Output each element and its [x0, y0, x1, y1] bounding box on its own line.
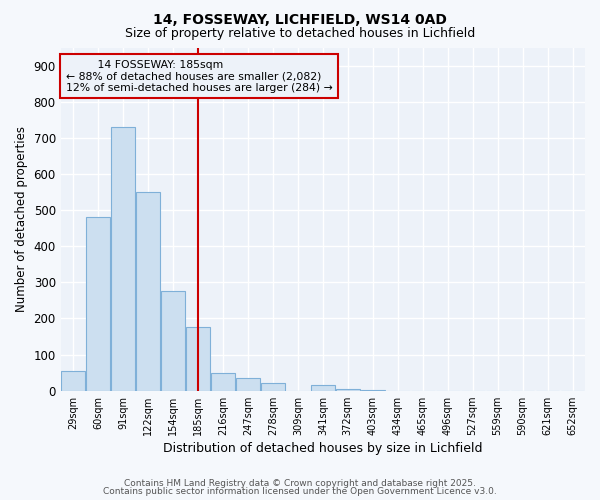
Bar	[336, 389, 359, 390]
Bar	[61, 371, 85, 390]
Bar	[211, 372, 235, 390]
Text: Size of property relative to detached houses in Lichfield: Size of property relative to detached ho…	[125, 28, 475, 40]
Bar	[261, 384, 285, 390]
Bar	[136, 192, 160, 390]
Text: 14 FOSSEWAY: 185sqm
← 88% of detached houses are smaller (2,082)
12% of semi-det: 14 FOSSEWAY: 185sqm ← 88% of detached ho…	[66, 60, 332, 92]
Text: Contains public sector information licensed under the Open Government Licence v3: Contains public sector information licen…	[103, 487, 497, 496]
Bar	[186, 328, 210, 390]
X-axis label: Distribution of detached houses by size in Lichfield: Distribution of detached houses by size …	[163, 442, 482, 455]
Bar	[311, 386, 335, 390]
Bar	[86, 218, 110, 390]
Y-axis label: Number of detached properties: Number of detached properties	[15, 126, 28, 312]
Bar	[161, 292, 185, 390]
Bar	[236, 378, 260, 390]
Text: 14, FOSSEWAY, LICHFIELD, WS14 0AD: 14, FOSSEWAY, LICHFIELD, WS14 0AD	[153, 12, 447, 26]
Bar	[111, 127, 135, 390]
Text: Contains HM Land Registry data © Crown copyright and database right 2025.: Contains HM Land Registry data © Crown c…	[124, 478, 476, 488]
